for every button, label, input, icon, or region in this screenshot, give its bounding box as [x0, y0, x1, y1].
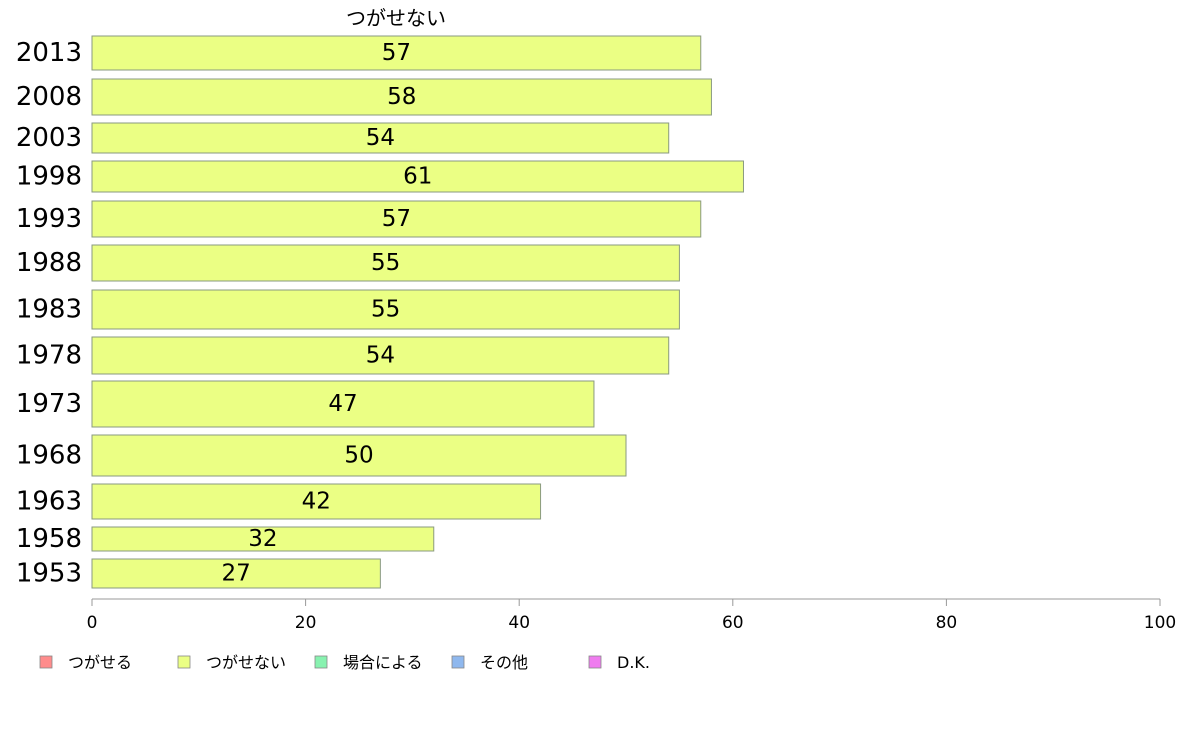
category-label: 1998: [16, 162, 82, 192]
legend-swatch: [177, 655, 191, 669]
x-tick-label: 100: [1144, 613, 1176, 633]
x-tick-label: 40: [508, 613, 530, 633]
bar: [91, 558, 381, 589]
category-label: 2003: [16, 123, 82, 153]
bar-value-label: 50: [344, 443, 373, 469]
bar: [91, 244, 680, 282]
bar-value-label: 54: [366, 125, 395, 151]
bar: [91, 200, 702, 238]
legend-label: 場合による: [343, 653, 423, 672]
bar-value-label: 27: [222, 561, 251, 587]
legend-label: その他: [480, 653, 528, 672]
legend-label: つがせない: [206, 653, 286, 672]
x-axis: 0 20 40 60 80 100: [87, 598, 1176, 633]
category-label: 1983: [16, 295, 82, 325]
bar-value-label: 32: [248, 526, 277, 552]
category-label: 1973: [16, 389, 82, 419]
x-tick-label: 20: [295, 613, 317, 633]
bar-value-label: 55: [371, 250, 400, 276]
category-label: 2008: [16, 82, 82, 112]
category-label: 1978: [16, 341, 82, 371]
bar-value-label: 47: [328, 391, 357, 417]
category-label: 1963: [16, 487, 82, 517]
bar-value-label: 54: [366, 343, 395, 369]
bar: [91, 483, 542, 520]
category-label: 2013: [16, 38, 82, 68]
category-label: 1958: [16, 524, 82, 554]
category-label: 1953: [16, 559, 82, 589]
x-tick-label: 0: [87, 613, 98, 633]
category-label: 1988: [16, 248, 82, 278]
bars-layer: 2013 57 2008 58 2003 54 1998 61 1993 57 1988 55 1983…: [16, 35, 744, 589]
legend-swatch: [451, 655, 465, 669]
bar-value-label: 58: [387, 84, 416, 110]
category-label: 1968: [16, 441, 82, 471]
legend-swatch: [314, 655, 328, 669]
legend-swatch: [39, 655, 53, 669]
bar-value-label: 61: [403, 164, 432, 190]
legend-swatch: [588, 655, 602, 669]
bar: [91, 526, 435, 552]
x-tick-label: 80: [936, 613, 958, 633]
x-tick-label: 60: [722, 613, 744, 633]
bar-value-label: 57: [382, 206, 411, 232]
bar: [91, 434, 627, 477]
bar: [91, 122, 670, 154]
bar: [91, 336, 670, 375]
bar: [91, 380, 595, 428]
series-title: つがせない: [346, 6, 446, 30]
bar-value-label: 55: [371, 297, 400, 323]
bar: [91, 160, 744, 193]
legend: つがせる つがせない 場合による その他 D.K.: [39, 653, 650, 672]
category-label: 1993: [16, 204, 82, 234]
legend-label: つがせる: [68, 653, 132, 672]
bar: [91, 78, 712, 116]
legend-label: D.K.: [617, 653, 650, 672]
bar-value-label: 57: [382, 40, 411, 66]
bar-value-label: 42: [302, 489, 331, 515]
bar: [91, 35, 702, 71]
bar: [91, 289, 680, 330]
